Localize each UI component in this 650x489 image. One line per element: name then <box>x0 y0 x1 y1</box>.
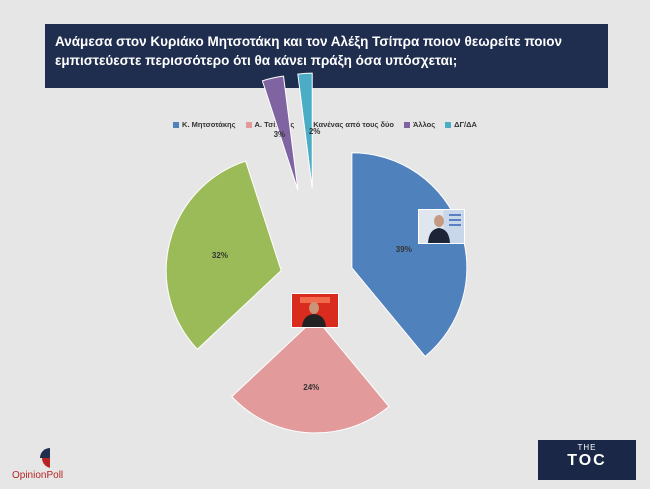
legend-label-tsipras: Α. Τσίπρας <box>254 120 295 129</box>
opinionpoll-logo <box>10 445 80 485</box>
legend-item-other: Άλλος <box>404 120 435 129</box>
legend-swatch-dkna <box>445 121 452 128</box>
tsipras-portrait-icon <box>300 297 330 327</box>
pie-slice-neither <box>165 160 282 350</box>
pie-slice-other <box>261 75 299 191</box>
pie-slice-dkna <box>297 72 313 189</box>
opinionpoll-wordmark: OpinionPoll <box>12 470 64 481</box>
legend-label-dkna: ΔΓ/ΔΑ <box>454 120 477 129</box>
mitsotakis-portrait-icon <box>428 214 461 243</box>
legend-swatch-other <box>404 121 410 128</box>
mitsotakis-photo <box>418 209 465 244</box>
opinionpoll-emblem-icon <box>40 448 62 468</box>
pie-slice-tsipras <box>231 317 390 434</box>
toc-logo: THE TOC <box>538 440 636 480</box>
data-label-other: 3% <box>274 130 286 139</box>
legend-swatch-mitsotakis <box>173 121 180 128</box>
toc-logo-main-text: TOC <box>567 452 607 469</box>
chart-title: Ανάμεσα στον Κυριάκο Μητσοτάκη και τον Α… <box>45 24 608 88</box>
legend-item-dkna: ΔΓ/ΔΑ <box>445 120 477 129</box>
data-label-dkna: 2% <box>309 127 321 136</box>
tsipras-photo <box>291 293 339 328</box>
pie-slice-mitsotakis <box>351 152 468 358</box>
legend-item-tsipras: Α. Τσίπρας <box>245 120 295 129</box>
toc-logo-small-text: THE <box>577 443 597 452</box>
legend-label-mitsotakis: Κ. Μητσοτάκης <box>182 120 236 129</box>
legend-item-mitsotakis: Κ. Μητσοτάκης <box>173 120 236 129</box>
legend-label-other: Άλλος <box>413 120 436 129</box>
legend-swatch-tsipras <box>245 121 252 128</box>
data-label-tsipras: 24% <box>303 383 319 392</box>
data-label-mitsotakis: 39% <box>396 245 412 254</box>
data-label-neither: 32% <box>212 251 228 260</box>
legend-label-neither: Κανένας από τους δύο <box>313 120 394 129</box>
